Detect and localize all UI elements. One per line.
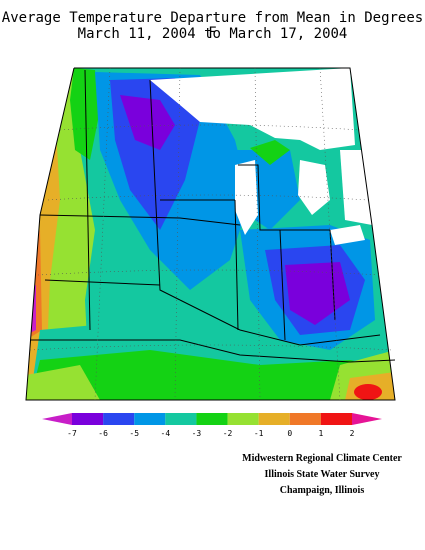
contour-nw-green xyxy=(70,68,100,160)
legend-low-arrow xyxy=(42,413,72,425)
contour-south-green xyxy=(30,350,395,400)
lake-superior-canada xyxy=(150,68,355,150)
legend-tick-label: -6 xyxy=(98,429,108,438)
legend-tick-label: -3 xyxy=(192,429,202,438)
legend-swatch xyxy=(165,413,197,425)
legend-swatch xyxy=(196,413,228,425)
legend-tick-label: -7 xyxy=(67,429,77,438)
legend-swatch xyxy=(103,413,135,425)
legend-tick-label: -4 xyxy=(161,429,171,438)
legend-tick-label: 0 xyxy=(287,429,292,438)
lat-lon-grid xyxy=(29,67,393,401)
legend-high-arrow xyxy=(352,413,382,425)
map-title-line1: Average Temperature Departure from Mean … xyxy=(1,10,424,41)
contour-se-red xyxy=(354,384,382,400)
lake-erie xyxy=(330,225,365,245)
map-contour-fill xyxy=(26,68,395,400)
map-title-line2: March 11, 2004 to March 17, 2004 xyxy=(77,26,348,42)
legend-swatch xyxy=(227,413,259,425)
credit-line1: Midwestern Regional Climate Center xyxy=(242,453,402,464)
legend-tick-label: 2 xyxy=(350,429,355,438)
legend-tick-label: 1 xyxy=(318,429,323,438)
legend-tick-label: -1 xyxy=(254,429,264,438)
legend-swatch xyxy=(134,413,166,425)
legend-tick-label: -2 xyxy=(223,429,233,438)
lake-huron xyxy=(298,160,330,215)
credit-line2: Illinois State Water Survey xyxy=(264,469,380,480)
contour-north-verycold xyxy=(120,95,175,150)
state-boundaries xyxy=(25,67,396,401)
contour-sw-lime xyxy=(26,365,100,400)
legend-swatch xyxy=(72,413,104,425)
contour-east-verycold xyxy=(285,262,350,325)
legend-swatch xyxy=(289,413,321,425)
legend-swatch xyxy=(258,413,290,425)
legend-tick-label: -5 xyxy=(129,429,139,438)
lake-michigan xyxy=(235,160,258,235)
contour-michigan-green xyxy=(250,140,290,165)
credit-line3: Champaign, Illinois xyxy=(279,485,365,496)
legend-swatch xyxy=(320,413,352,425)
